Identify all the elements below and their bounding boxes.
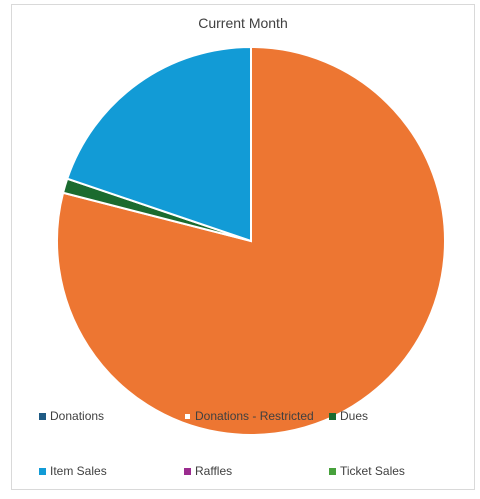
legend-label-dues: Dues: [340, 409, 369, 423]
pie-slice-item-sales: [65, 45, 252, 243]
chart-title: Current Month: [198, 15, 288, 31]
legend-item-item-sales: Item Sales: [39, 464, 107, 478]
legend-label-item-sales: Item Sales: [50, 464, 107, 478]
legend-label-donations: Donations: [50, 409, 105, 423]
legend-swatch-donations: [39, 412, 46, 420]
legend-swatch-raffles: [184, 467, 191, 475]
legend-swatch-ticket-sales: [329, 467, 336, 475]
pie-chart: [56, 45, 446, 436]
chart-area: Current Month Donations Donations - Rest…: [11, 4, 475, 490]
legend-item-ticket-sales: Ticket Sales: [329, 464, 405, 478]
legend-item-dues: Dues: [329, 409, 368, 423]
legend-item-donations: Donations: [39, 409, 104, 423]
legend-label-donations-restricted: Donations - Restricted: [195, 409, 314, 423]
legend-label-ticket-sales: Ticket Sales: [340, 464, 405, 478]
pie-slice-donations-restricted: [56, 45, 446, 436]
legend-label-raffles: Raffles: [195, 464, 233, 478]
legend-swatch-dues: [329, 412, 336, 420]
legend-item-donations-restricted: Donations - Restricted: [184, 409, 314, 423]
legend-swatch-donations-restricted: [184, 412, 191, 420]
legend-item-raffles: Raffles: [184, 464, 232, 478]
legend-swatch-item-sales: [39, 467, 46, 475]
